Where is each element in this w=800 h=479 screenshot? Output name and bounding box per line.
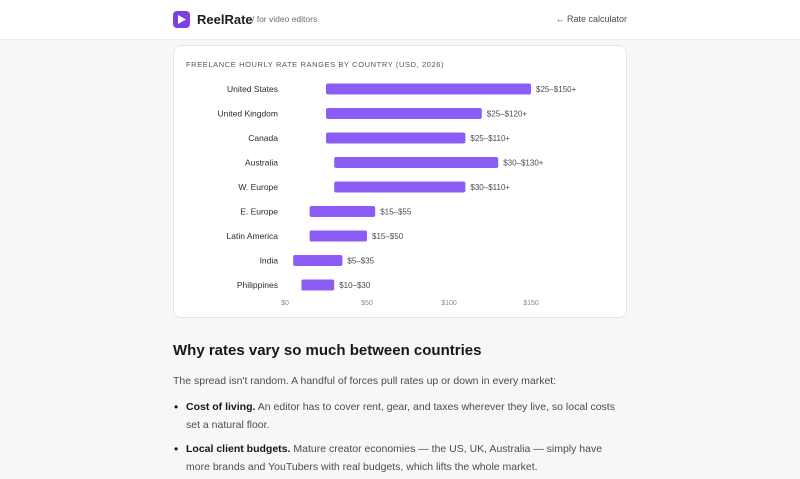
bullet-icon: • bbox=[174, 442, 179, 456]
country-label-canada: Canada bbox=[248, 133, 278, 143]
reason-title: Cost of living. bbox=[186, 401, 256, 413]
rate-range-chart: United States $25–$150+ United Kingdom $25–… bbox=[218, 83, 577, 307]
country-label-w-europe: W. Europe bbox=[238, 182, 278, 192]
rate-bar-canada[interactable] bbox=[326, 132, 466, 144]
rate-chart-card: FREELANCE HOURLY RATE RANGES BY COUNTRY … bbox=[173, 45, 627, 318]
range-label-united-kingdom: $25–$120+ bbox=[487, 110, 528, 119]
rate-bar-australia[interactable] bbox=[334, 157, 499, 168]
range-label-w-europe: $30–$110+ bbox=[470, 183, 510, 192]
x-tick-label: $150 bbox=[523, 300, 539, 307]
x-tick-label: $100 bbox=[441, 300, 457, 307]
range-label-philippines: $10–$30 bbox=[339, 281, 371, 290]
country-label-australia: Australia bbox=[245, 158, 278, 168]
article-intro: The spread isn't random. A handful of fo… bbox=[173, 375, 557, 387]
country-label-philippines: Philippines bbox=[237, 280, 278, 290]
rate-bar-latin-america[interactable] bbox=[309, 230, 367, 242]
reason-text: Mature creator economies — the US, UK, A… bbox=[186, 443, 603, 473]
reason-text: An editor has to cover rent, gear, and t… bbox=[186, 401, 615, 431]
country-label-united-kingdom: United Kingdom bbox=[218, 109, 278, 119]
range-label-australia: $30–$130+ bbox=[503, 159, 544, 168]
reason-item: • Cost of living. An editor has to cover … bbox=[173, 398, 627, 434]
brand-tagline: / for video editors bbox=[252, 14, 318, 24]
range-label-latin-america: $15–$50 bbox=[372, 232, 404, 241]
x-tick-label: $50 bbox=[361, 300, 373, 307]
top-bar: ReelRate / for video editors ← Rate calc… bbox=[0, 0, 800, 40]
article-heading: Why rates vary so much between countries bbox=[173, 342, 482, 359]
logo-icon[interactable] bbox=[173, 11, 190, 28]
x-tick-label: $0 bbox=[281, 300, 289, 307]
country-label-india: India bbox=[260, 256, 279, 266]
rate-calculator-link[interactable]: ← Rate calculator bbox=[555, 14, 627, 24]
brand-name[interactable]: ReelRate bbox=[197, 12, 253, 27]
range-label-india: $5–$35 bbox=[347, 257, 374, 266]
bullet-icon: • bbox=[174, 400, 179, 414]
range-label-united-states: $25–$150+ bbox=[536, 85, 577, 94]
reason-item: • Local client budgets. Mature creator ec… bbox=[173, 440, 627, 476]
rate-bar-united-kingdom[interactable] bbox=[326, 108, 482, 119]
country-label-united-states: United States bbox=[227, 84, 278, 94]
rate-bar-w-europe[interactable] bbox=[334, 181, 466, 193]
country-label-e-europe: E. Europe bbox=[240, 207, 278, 217]
range-label-e-europe: $15–$55 bbox=[380, 208, 412, 217]
range-label-canada: $25–$110+ bbox=[470, 134, 510, 143]
country-label-latin-america: Latin America bbox=[227, 231, 279, 241]
rate-bar-philippines[interactable] bbox=[301, 279, 335, 291]
reason-list: • Cost of living. An editor has to cover … bbox=[173, 398, 627, 476]
rate-bar-e-europe[interactable] bbox=[309, 206, 376, 217]
rate-bar-india[interactable] bbox=[293, 255, 343, 266]
article-section: Why rates vary so much between countries… bbox=[173, 342, 627, 479]
chart-title: FREELANCE HOURLY RATE RANGES BY COUNTRY … bbox=[186, 60, 445, 69]
rate-bar-united-states[interactable] bbox=[326, 83, 531, 95]
reason-title: Local client budgets. bbox=[186, 443, 291, 455]
